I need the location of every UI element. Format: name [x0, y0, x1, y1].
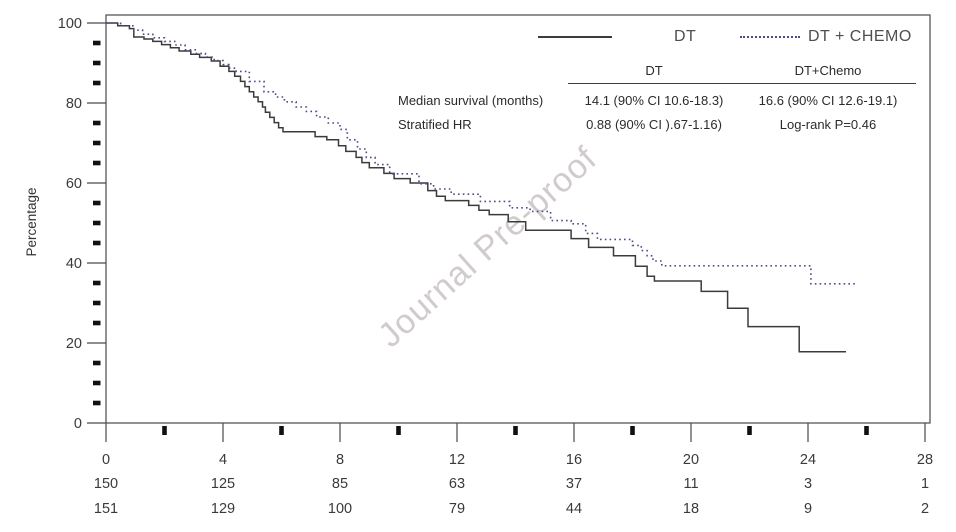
- x-tick-label: 8: [336, 452, 344, 468]
- x-tick-label: 4: [219, 452, 227, 468]
- at-risk-count: 44: [566, 501, 582, 517]
- at-risk-count: 125: [211, 476, 235, 492]
- y-tick-label: 20: [66, 336, 82, 352]
- at-risk-count: 129: [211, 501, 235, 517]
- stats-logrank: Log-rank P=0.46: [779, 117, 877, 132]
- x-tick-label: 24: [800, 452, 816, 468]
- x-tick-label: 20: [683, 452, 699, 468]
- at-risk-count: 2: [921, 501, 929, 517]
- x-minor-tick: [279, 426, 284, 435]
- stats-hr-dt: 0.88 (90% CI ).67-1.16): [586, 117, 722, 132]
- survival-curve-dt: [106, 22, 846, 353]
- y-tick-label: 60: [66, 176, 82, 192]
- y-tick-label: 100: [58, 16, 82, 32]
- survival-curve-dt-chemo: [106, 22, 858, 285]
- x-tick-label: 28: [917, 452, 933, 468]
- at-risk-count: 79: [449, 501, 465, 517]
- dt-solid-line-sample: [538, 36, 612, 38]
- at-risk-count: 11: [683, 476, 698, 492]
- legend-label-dt-chemo: DT + CHEMO: [808, 28, 912, 45]
- y-tick-label: 0: [74, 416, 82, 432]
- y-axis-label: Percentage: [24, 187, 39, 257]
- stats-header-dt-chemo: DT+Chemo: [740, 63, 916, 84]
- y-minor-tick: [93, 120, 101, 126]
- x-tick-label: 16: [566, 452, 582, 468]
- at-risk-count: 3: [804, 476, 812, 492]
- x-tick-label: 0: [102, 452, 110, 468]
- stats-row-label-median: Median survival (months): [398, 93, 544, 108]
- legend-label-dt: DT: [674, 28, 697, 45]
- y-minor-tick: [93, 200, 101, 206]
- y-minor-tick: [93, 240, 101, 246]
- y-minor-tick: [93, 320, 101, 326]
- at-risk-count: 63: [449, 476, 465, 492]
- y-minor-tick: [93, 160, 101, 166]
- y-minor-tick: [93, 80, 101, 86]
- stats-row-label-hr: Stratified HR: [398, 117, 472, 132]
- legend-item-dt: DT: [538, 28, 696, 46]
- y-minor-tick: [93, 40, 101, 46]
- y-tick-label: 80: [66, 96, 82, 112]
- stats-table: DT DT+Chemo Median survival (months) 14.…: [398, 63, 916, 132]
- plot-border: [105, 14, 931, 424]
- x-minor-tick: [513, 426, 518, 435]
- y-minor-tick: [93, 220, 101, 226]
- at-risk-count: 18: [683, 501, 699, 517]
- y-minor-tick: [93, 380, 101, 386]
- at-risk-count: 9: [804, 501, 812, 517]
- y-minor-tick: [93, 140, 101, 146]
- stats-header-blank: [398, 63, 568, 84]
- legend-item-dt-chemo: DT + CHEMO: [740, 28, 912, 46]
- x-tick-label: 12: [449, 452, 465, 468]
- x-minor-tick: [747, 426, 752, 435]
- at-risk-count: 151: [94, 501, 118, 517]
- at-risk-count: 1: [921, 476, 929, 492]
- at-risk-count: 150: [94, 476, 118, 492]
- y-minor-tick: [93, 360, 101, 366]
- at-risk-count: 85: [332, 476, 348, 492]
- stats-header-dt: DT: [568, 63, 740, 84]
- y-minor-tick: [93, 60, 101, 66]
- stats-median-dt-chemo: 16.6 (90% CI 12.6-19.1): [758, 93, 898, 108]
- at-risk-count: 100: [328, 501, 352, 517]
- x-minor-tick: [630, 426, 635, 435]
- y-minor-tick: [93, 280, 101, 286]
- at-risk-count: 37: [566, 476, 582, 492]
- x-minor-tick: [162, 426, 167, 435]
- stats-median-dt: 14.1 (90% CI 10.6-18.3): [584, 93, 724, 108]
- x-minor-tick: [864, 426, 869, 435]
- y-minor-tick: [93, 300, 101, 306]
- y-tick-label: 40: [66, 256, 82, 272]
- y-minor-tick: [93, 400, 101, 406]
- x-minor-tick: [396, 426, 401, 435]
- dt-chemo-dotted-line-sample: [740, 36, 800, 38]
